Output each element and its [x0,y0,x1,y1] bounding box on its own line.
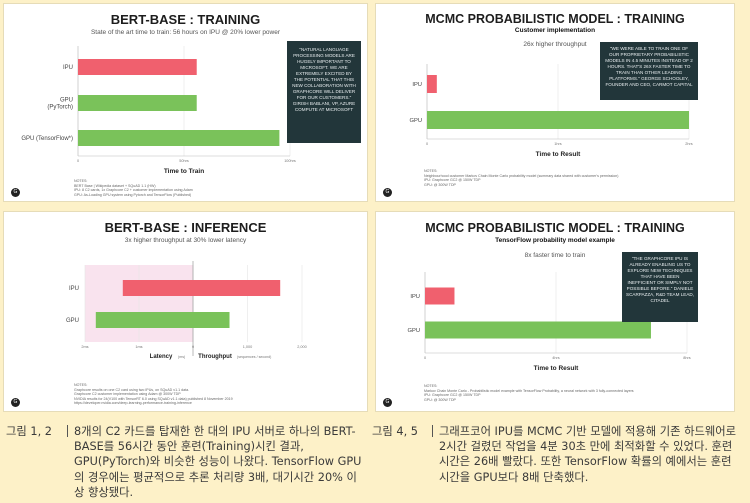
latency-axis-unit: (ms) [178,355,185,359]
caption-divider [432,425,433,437]
chart-panel-mcmc-training-tensorflow: MCMC PROBABILISTIC MODEL : TRAINING Tens… [376,212,734,411]
chart-subtitle: 8x faster time to train [524,252,586,259]
category-label: (PyTorch) [47,105,73,111]
quote-box: "We were able to train one of our propri… [600,42,698,100]
category-label: IPU [69,286,79,292]
x-tick-label: 1hrs [554,142,561,146]
x-tick-label: 2,000 [297,345,307,349]
x-tick-label: 0 [426,142,428,146]
chart-notes: NOTES: Neighbourhood customer Markov Cha… [424,169,619,187]
bar-gpu [425,321,651,339]
latency-axis-title: Latency [150,354,173,360]
graphcore-logo: G [11,188,20,197]
graphcore-logo: G [383,398,392,407]
x-tick-label: 0 [77,159,79,163]
bar-gpu [78,130,280,146]
category-label: GPU [60,98,73,104]
graphcore-logo: G [11,398,20,407]
x-axis-title: Time to Train [164,168,204,175]
category-label: GPU [407,328,420,334]
throughput-bar-ipu [193,280,281,296]
x-tick-label: 8hrs [683,356,690,360]
chart-panel-mcmc-training-customer: MCMC PROBABILISTIC MODEL : TRAINING Cust… [376,4,734,201]
chart-panel-bert-training: BERT-BASE : TRAINING State of the art ti… [4,4,367,201]
x-tick-label: 0 [424,356,426,360]
figure-caption-left: 그림 1, 2 8개의 C2 카드를 탑재한 한 대의 IPU 서버로 하나의 … [6,424,362,500]
bar-ipu [427,75,437,93]
latency-bar-gpu [95,312,193,328]
x-tick-label: 50hrs [179,159,189,163]
caption-text: 그래프코어 IPU를 MCMC 기반 모델에 적용해 기존 하드웨어로 2시간 … [439,425,737,484]
chart-title: MCMC PROBABILISTIC MODEL : TRAINING [425,12,685,26]
quote-box: "Natural language processing models are … [287,41,361,143]
chart-notes: NOTES: Graphcore results on one C2 card … [74,383,233,406]
chart-subtitle: State of the art time to train: 56 hours… [90,29,281,36]
x-tick-label: 1,000 [243,345,253,349]
bar-ipu [425,287,455,305]
x-tick-label: 100hrs [284,159,296,163]
x-tick-label: 2hrs [685,142,692,146]
chart-title: BERT-BASE : INFERENCE [104,220,267,235]
category-label: IPU [412,82,422,88]
chart-notes: NOTES: BERT Base | Wikipedia dataset + S… [74,179,193,197]
category-label: IPU [63,65,73,71]
category-label: IPU [410,294,420,300]
throughput-bar-gpu [193,312,230,328]
x-axis-title: Time to Result [536,151,582,158]
x-tick-label: 1ms [135,345,142,349]
throughput-axis-unit: (sequences / second) [237,355,271,359]
butterfly-bar-chart: 01,0002,0002ms1msIPUGPULatency(ms)Throug… [66,261,307,360]
chart-panel-bert-inference: BERT-BASE : INFERENCE 3x higher throughp… [4,212,367,411]
bar-gpu [78,95,197,111]
chart-subtitle-bold: TensorFlow probability model example [495,237,615,244]
latency-bar-ipu [122,280,193,296]
category-label: GPU [409,118,422,124]
chart-subtitle: 26x higher throughput [523,41,587,48]
graphcore-logo: G [383,188,392,197]
caption-divider [67,425,68,437]
bar-ipu [78,59,197,75]
caption-text: 8개의 C2 카드를 탑재한 한 대의 IPU 서버로 하나의 BERT-BAS… [74,425,362,499]
chart-subtitle-bold: Customer implementation [514,27,596,34]
bar-chart: 0 1hrs 2hrs IPU GPU Time to Result [409,64,693,158]
chart-notes: NOTES: Markov Chain Monte Carlo - Probab… [424,384,634,402]
chart-subtitle: 3x higher throughput at 30% lower latenc… [124,237,247,244]
x-axis-title: Time to Result [534,365,580,372]
bar-chart: 0 4hrs 8hrs IPU GPU Time to Result [407,272,691,372]
quote-box: "The Graphcore IPU is already enabling u… [622,252,698,322]
x-tick-label: 4hrs [552,356,559,360]
bar-gpu [427,111,689,129]
figure-caption-right: 그림 4, 5 그래프코어 IPU를 MCMC 기반 모델에 적용해 기존 하드… [372,424,738,500]
category-label: GPU [66,318,79,324]
caption-figure-number: 그림 4, 5 [372,425,418,438]
category-label: GPU (TensorFlow*) [21,136,73,142]
throughput-axis-title: Throughput [198,354,232,360]
chart-title: MCMC PROBABILISTIC MODEL : TRAINING [425,221,685,235]
chart-title: BERT-BASE : TRAINING [110,12,261,27]
x-tick-label: 2ms [81,345,88,349]
caption-figure-number: 그림 1, 2 [6,425,52,438]
